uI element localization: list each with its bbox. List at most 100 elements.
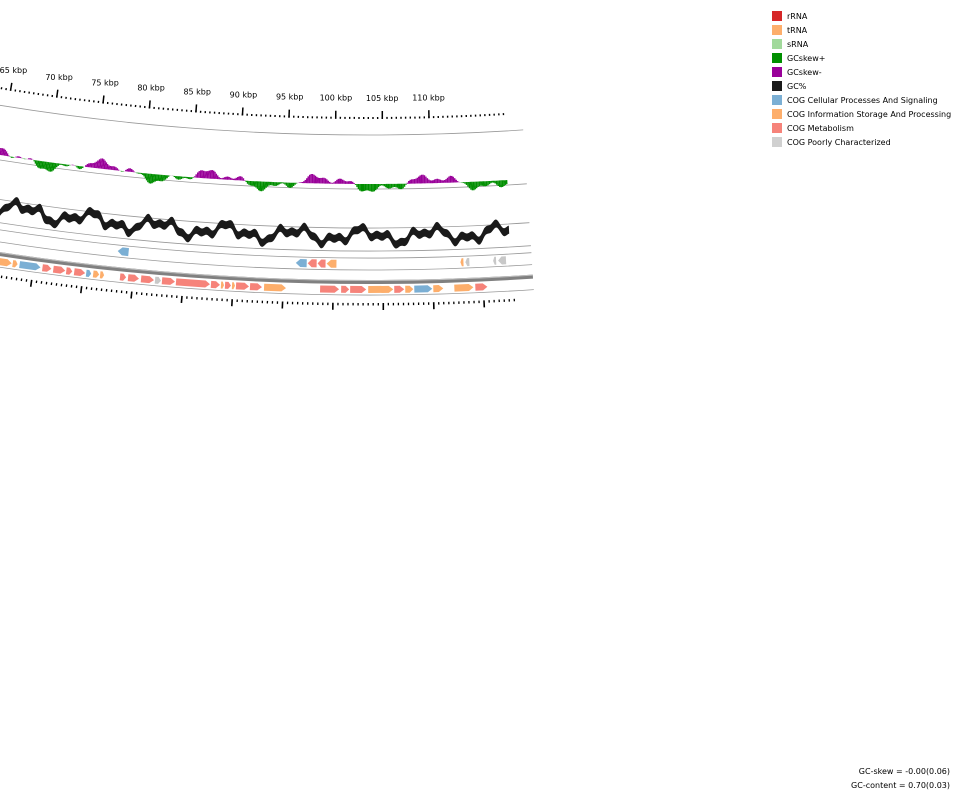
gc-skew-negative	[331, 182, 334, 184]
gc-skew-negative	[444, 180, 446, 183]
gc-skew-positive	[33, 160, 35, 162]
gc-skew-negative	[85, 165, 87, 167]
gc-skew-positive	[282, 182, 285, 184]
gc-skew-negative	[308, 174, 311, 184]
gc-skew-negative	[457, 181, 459, 183]
gc-skew-positive	[396, 183, 399, 188]
gc-skew-positive	[173, 175, 176, 178]
track-guide-line	[0, 229, 532, 259]
gc-skew-positive	[157, 174, 160, 181]
scale-label-95: 95 kbp	[276, 93, 304, 102]
gc-skew-positive	[185, 176, 187, 179]
forward-cds-arrow	[405, 285, 414, 293]
gc-skew-negative	[99, 158, 102, 169]
forward-cds-arrow	[12, 260, 18, 268]
gc-skew-negative	[409, 179, 411, 184]
legend-item-cog-poorly: COG Poorly Characterized	[772, 135, 951, 149]
gc-skew-positive	[488, 181, 491, 185]
gc-skew-negative	[241, 176, 243, 181]
legend-swatch-gcskew-plus	[772, 53, 782, 63]
gc-skew-negative	[410, 179, 413, 184]
gc-skew-positive	[10, 156, 13, 158]
gc-skew-negative	[27, 158, 30, 160]
legend-swatch-cog-metabolism	[772, 123, 782, 133]
gc-skew-positive	[63, 164, 65, 166]
gc-skew-positive	[263, 181, 266, 190]
forward-cds-arrow	[368, 285, 394, 293]
gc-skew-negative	[105, 162, 108, 170]
forward-cds-arrow	[475, 283, 488, 291]
reverse-cds-arrow	[295, 259, 307, 268]
track-guide-lines	[0, 104, 534, 296]
gc-skew-positive	[382, 184, 384, 186]
gc-skew-negative	[313, 174, 315, 184]
legend-swatch-cog-cellular	[772, 95, 782, 105]
gc-skew-negative	[431, 180, 433, 184]
gc-skew-positive	[137, 172, 140, 174]
gc-skew-positive	[9, 156, 11, 157]
gc-skew-negative	[242, 178, 245, 181]
gc-skew-negative	[132, 170, 134, 173]
gc-skew-positive	[482, 181, 485, 187]
gc-skew-positive	[256, 181, 259, 189]
gc-skew-negative	[115, 167, 117, 171]
gc-skew-negative	[193, 176, 196, 178]
gc-skew-negative	[211, 170, 214, 179]
gc-skew-negative	[199, 170, 202, 178]
gc-skew-positive	[402, 183, 404, 189]
gc-skew-positive	[69, 164, 71, 166]
gc-skew-positive	[356, 184, 358, 188]
gc-skew-negative	[0, 148, 4, 156]
gc-skew-negative	[333, 182, 335, 184]
gc-skew-negative	[236, 177, 239, 181]
gc-skew-negative	[317, 177, 319, 184]
gc-skew-negative	[112, 166, 114, 171]
gc-content-stat: GC-content = 0.70(0.03)	[851, 781, 950, 790]
gc-skew-positive	[252, 181, 255, 186]
scale-major-tick-85	[195, 104, 198, 113]
gc-skew-positive	[464, 182, 466, 184]
gc-skew-positive	[44, 161, 47, 169]
gc-skew-positive	[147, 173, 150, 183]
gc-skew-positive	[59, 163, 61, 165]
gc-skew-negative	[201, 170, 203, 179]
gc-skew-positive	[259, 181, 262, 192]
gc-skew-positive	[246, 180, 249, 184]
track-guide-line	[0, 199, 530, 229]
gc-skew-negative	[238, 176, 240, 181]
gc-skew-negative	[412, 179, 414, 184]
gc-skew-positive	[262, 181, 265, 191]
gc-skew-positive	[468, 181, 471, 189]
forward-cds-arrow	[99, 271, 105, 279]
gc-skew-negative	[216, 175, 219, 180]
gc-skew-negative	[406, 182, 409, 184]
legend-swatch-cog-poorly	[772, 137, 782, 147]
gc-skew-negative	[231, 178, 233, 180]
gc-skew-negative	[202, 170, 205, 179]
gc-skew-positive	[266, 181, 269, 187]
gc-skew-negative	[195, 174, 197, 178]
gc-skew-negative	[428, 179, 430, 184]
gc-skew-negative	[208, 170, 211, 179]
forward-cds-arrow	[235, 282, 249, 290]
legend-item-cog-information: COG Information Storage And Processing	[772, 107, 951, 121]
gc-skew-negative	[314, 175, 317, 184]
gc-skew-negative	[454, 178, 456, 183]
gc-skew-negative	[72, 164, 74, 166]
gc-skew-negative	[100, 158, 104, 169]
gc-skew-positive	[164, 175, 167, 180]
gc-skew-negative	[352, 181, 354, 184]
gc-skew-positive	[484, 181, 486, 187]
gc-skew-positive	[387, 183, 390, 189]
forward-cds-arrow	[140, 275, 154, 284]
gc-skew-negative	[218, 177, 220, 180]
scale-label-90: 90 kbp	[230, 91, 258, 100]
forward-cds-arrow	[65, 267, 73, 275]
gc-skew-negative	[107, 165, 110, 170]
gc-skew-positive	[38, 160, 41, 169]
gc-skew-negative	[239, 176, 242, 181]
gc-skew-negative	[304, 179, 306, 184]
gc-skew-positive	[260, 181, 263, 192]
gc-skew-negative	[126, 168, 129, 172]
gc-skew-positive	[45, 161, 48, 170]
